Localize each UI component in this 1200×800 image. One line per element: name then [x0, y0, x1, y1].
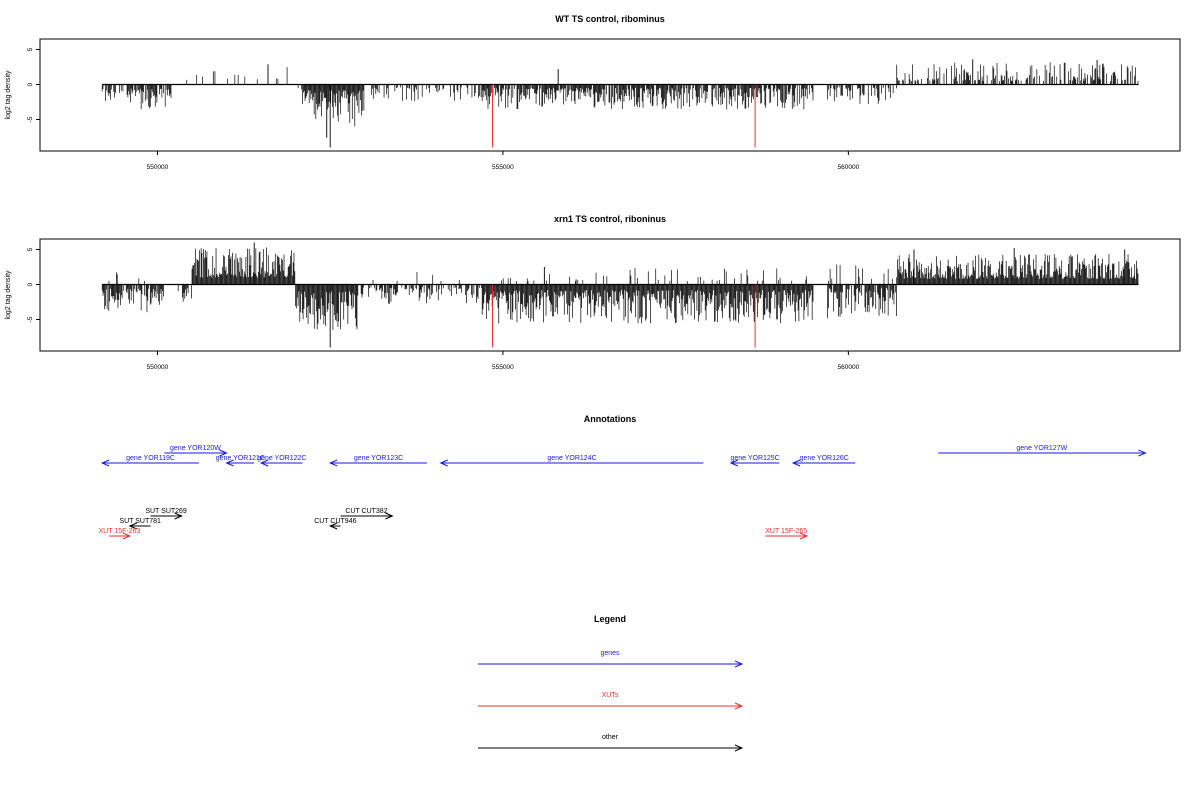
legend-item: genes	[478, 650, 744, 668]
feature-label: gene YOR125C	[730, 455, 779, 462]
xrn1-x-tick-label: 555000	[492, 364, 514, 371]
feature-label: XUT 15F-263	[99, 528, 141, 535]
feature-label: XUT 15F-265	[765, 528, 807, 535]
xrn1-x-axis: 550000 555000 560000	[147, 350, 860, 371]
wt-x-tick-label: 555000	[492, 164, 514, 171]
wt-x-tick-label: 550000	[147, 164, 169, 171]
xrn1-track-panel: xrn1 TS control, riboninus -505 550000 55…	[5, 214, 1181, 371]
wt-y-tick-label: 5	[27, 47, 34, 51]
feature-label: gene YOR124C	[547, 455, 596, 462]
feature-arrow-head	[219, 449, 228, 457]
xrn1-y-tick-label: 0	[27, 282, 34, 286]
xrn1-y-tick-label: -5	[27, 316, 34, 322]
annotation-feature: gene YOR120W	[164, 445, 228, 457]
legend-item: other	[478, 734, 744, 752]
feature-arrow-head	[799, 532, 809, 540]
annotation-feature: gene YOR124C	[439, 455, 704, 467]
legend-item-label: XUTs	[602, 692, 619, 699]
xrn1-x-tick-label: 560000	[838, 364, 860, 371]
xrn1-y-axis: -5 0 5	[27, 247, 41, 322]
annotation-feature: gene YOR121C	[216, 455, 265, 467]
annotation-feature: SUT SUT269	[145, 508, 187, 520]
feature-label: gene YOR126C	[800, 455, 849, 462]
legend-items: genes XUTs other	[478, 650, 744, 752]
wt-y-axis-label: log2 tag density	[5, 70, 12, 120]
xrn1-y-axis-label: log2 tag density	[5, 270, 12, 320]
annotation-feature: gene YOR122C	[257, 455, 306, 467]
feature-arrow-head	[225, 459, 234, 467]
xrn1-signal-bars	[101, 242, 1139, 348]
legend-item-arrow-head	[734, 660, 744, 668]
legend-item-arrow-head	[734, 744, 744, 752]
feature-arrow-head	[328, 459, 338, 467]
feature-label: gene YOR119C	[126, 455, 175, 462]
annotations-panel: Annotations gene YOR119C gene YOR120W gene…	[99, 414, 1147, 540]
legend-item-label: genes	[600, 650, 620, 657]
xrn1-panel-title: xrn1 TS control, riboninus	[554, 214, 666, 224]
annotation-feature: gene YOR126C	[791, 455, 856, 467]
feature-label: CUT CUT946	[314, 518, 356, 525]
wt-track-panel: WT TS control, ribominus -5 0 5 550000 5550…	[5, 14, 1181, 171]
feature-label: gene YOR123C	[354, 455, 403, 462]
wt-y-tick-label: -5	[27, 116, 34, 122]
legend-item-label: other	[602, 734, 619, 741]
feature-label: SUT SUT269	[145, 508, 187, 515]
wt-x-tick-label: 560000	[838, 164, 860, 171]
xrn1-x-tick-label: 550000	[147, 364, 169, 371]
feature-arrow-head	[439, 459, 448, 467]
annotation-feature: gene YOR119C	[100, 455, 199, 467]
legend-item: XUTs	[478, 692, 744, 710]
feature-arrow-head	[174, 512, 183, 520]
legend-title: Legend	[594, 614, 626, 624]
feature-label: gene YOR127W	[1016, 445, 1067, 452]
annotation-feature: CUT CUT946	[314, 518, 357, 530]
feature-label: CUT CUT382	[345, 508, 387, 515]
feature-arrow-head	[128, 522, 138, 530]
annotation-feature: gene YOR123C	[328, 455, 427, 467]
wt-panel-title: WT TS control, ribominus	[555, 14, 665, 24]
wt-y-tick-label: 0	[27, 82, 34, 86]
feature-arrow-head	[729, 459, 739, 467]
annotation-feature: gene YOR127W	[938, 445, 1147, 457]
annotation-feature: SUT SUT781	[119, 518, 161, 530]
legend-panel: Legend genes XUTs other	[478, 614, 744, 752]
legend-item-arrow-head	[734, 702, 744, 710]
wt-y-axis: -5 0 5	[27, 47, 41, 122]
xrn1-y-tick-label: 5	[27, 247, 34, 251]
feature-label: gene YOR122C	[257, 455, 306, 462]
annotations-title: Annotations	[584, 414, 637, 424]
annotation-feature: CUT CUT382	[340, 508, 394, 520]
feature-label: gene YOR121C	[216, 455, 265, 462]
wt-x-axis: 550000 555000 560000	[147, 150, 860, 171]
feature-label: gene YOR120W	[170, 445, 221, 452]
feature-arrow-head	[259, 459, 269, 467]
feature-arrow-head	[122, 532, 132, 540]
annotation-feature: XUT 15F-263	[99, 528, 141, 540]
annotation-feature: gene YOR125C	[729, 455, 780, 467]
feature-arrow-head	[328, 522, 338, 530]
feature-arrow-head	[100, 459, 110, 467]
feature-label: SUT SUT781	[119, 518, 161, 525]
feature-arrow-head	[791, 459, 801, 467]
feature-arrow-head	[1138, 449, 1147, 457]
annotation-feature: XUT 15F-265	[765, 528, 809, 540]
feature-arrow-head	[385, 512, 394, 520]
wt-signal-bars	[101, 59, 1139, 148]
